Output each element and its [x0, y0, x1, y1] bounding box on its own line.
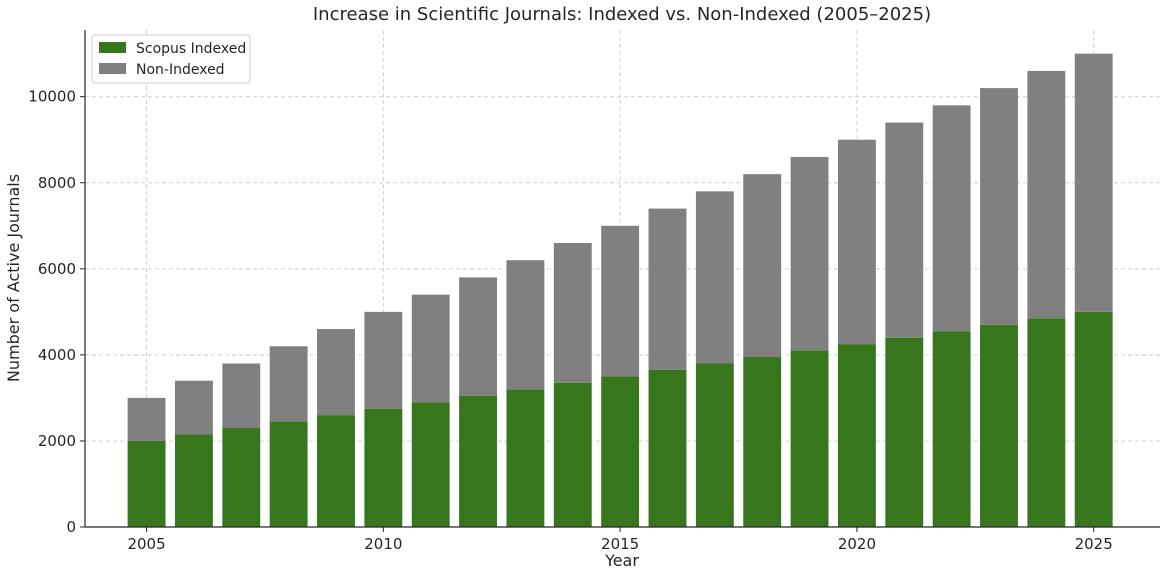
bar-non-indexed-2021: [885, 122, 924, 338]
bar-non-indexed-2022: [932, 105, 971, 332]
y-tick-label: 8000: [38, 174, 76, 192]
bar-scopus-indexed-2008: [269, 421, 308, 527]
bar-non-indexed-2013: [506, 260, 545, 390]
bar-scopus-indexed-2012: [459, 395, 498, 527]
bar-scopus-indexed-2023: [980, 324, 1018, 527]
bars-layer: [127, 53, 1113, 527]
x-tick-label: 2015: [601, 535, 639, 553]
bar-non-indexed-2020: [837, 139, 876, 345]
bar-scopus-indexed-2013: [506, 389, 545, 527]
legend-label-scopus-indexed: Scopus Indexed: [136, 41, 246, 57]
bar-scopus-indexed-2021: [885, 337, 924, 527]
axes-layer: [84, 30, 1160, 528]
bar-non-indexed-2016: [648, 208, 687, 370]
bar-non-indexed-2019: [790, 156, 829, 351]
y-tick-label: 0: [66, 518, 76, 536]
bar-non-indexed-2014: [553, 243, 592, 383]
bar-scopus-indexed-2014: [553, 382, 592, 527]
bar-scopus-indexed-2025: [1074, 311, 1113, 527]
bar-non-indexed-2012: [459, 277, 498, 396]
bar-non-indexed-2010: [364, 311, 403, 409]
y-tick-label: 10000: [28, 88, 76, 106]
bar-non-indexed-2025: [1074, 53, 1113, 312]
legend-swatch-scopus-indexed: [99, 42, 126, 53]
y-axis-label: Number of Active Journals: [4, 174, 23, 382]
x-axis-label: Year: [604, 551, 639, 570]
legend-swatch-non-indexed: [99, 63, 126, 74]
bar-non-indexed-2023: [980, 88, 1018, 325]
bar-scopus-indexed-2019: [790, 350, 829, 527]
legend-box: [91, 34, 251, 84]
legend: Scopus Indexed Non-Indexed: [91, 34, 251, 84]
bar-scopus-indexed-2024: [1027, 318, 1066, 527]
x-tick-label: 2005: [127, 535, 165, 553]
bar-scopus-indexed-2006: [174, 434, 213, 527]
bar-non-indexed-2015: [601, 225, 640, 377]
bar-scopus-indexed-2015: [601, 376, 640, 527]
chart-title: Increase in Scientific Journals: Indexed…: [313, 4, 931, 25]
bar-non-indexed-2018: [743, 174, 782, 358]
bar-scopus-indexed-2022: [932, 331, 971, 527]
bar-scopus-indexed-2018: [743, 357, 782, 527]
bar-scopus-indexed-2011: [411, 402, 450, 527]
x-tick-label: 2010: [364, 535, 402, 553]
x-tick-label: 2025: [1075, 535, 1113, 553]
x-tick-label: 2020: [838, 535, 876, 553]
bar-non-indexed-2009: [317, 329, 355, 416]
bar-scopus-indexed-2009: [317, 415, 355, 527]
y-tick-label: 6000: [38, 260, 76, 278]
y-tick-label: 2000: [38, 432, 76, 450]
bar-scopus-indexed-2010: [364, 408, 403, 527]
ticks-layer: 0 2000 4000 6000 8000 10000 2005 2010 2015 2020 20…: [28, 88, 1113, 553]
bar-scopus-indexed-2016: [648, 369, 687, 527]
bar-non-indexed-2024: [1027, 70, 1066, 319]
bar-non-indexed-2017: [695, 191, 734, 364]
bar-scopus-indexed-2020: [837, 344, 876, 527]
bar-scopus-indexed-2005: [127, 440, 166, 527]
bar-scopus-indexed-2007: [222, 428, 261, 527]
bar-non-indexed-2008: [269, 346, 308, 422]
bar-non-indexed-2007: [222, 363, 261, 429]
bar-non-indexed-2011: [411, 294, 450, 403]
bar-scopus-indexed-2017: [695, 363, 734, 527]
bar-non-indexed-2006: [174, 380, 213, 435]
legend-label-non-indexed: Non-Indexed: [136, 62, 225, 78]
y-tick-label: 4000: [38, 346, 76, 364]
bar-non-indexed-2005: [127, 397, 166, 441]
